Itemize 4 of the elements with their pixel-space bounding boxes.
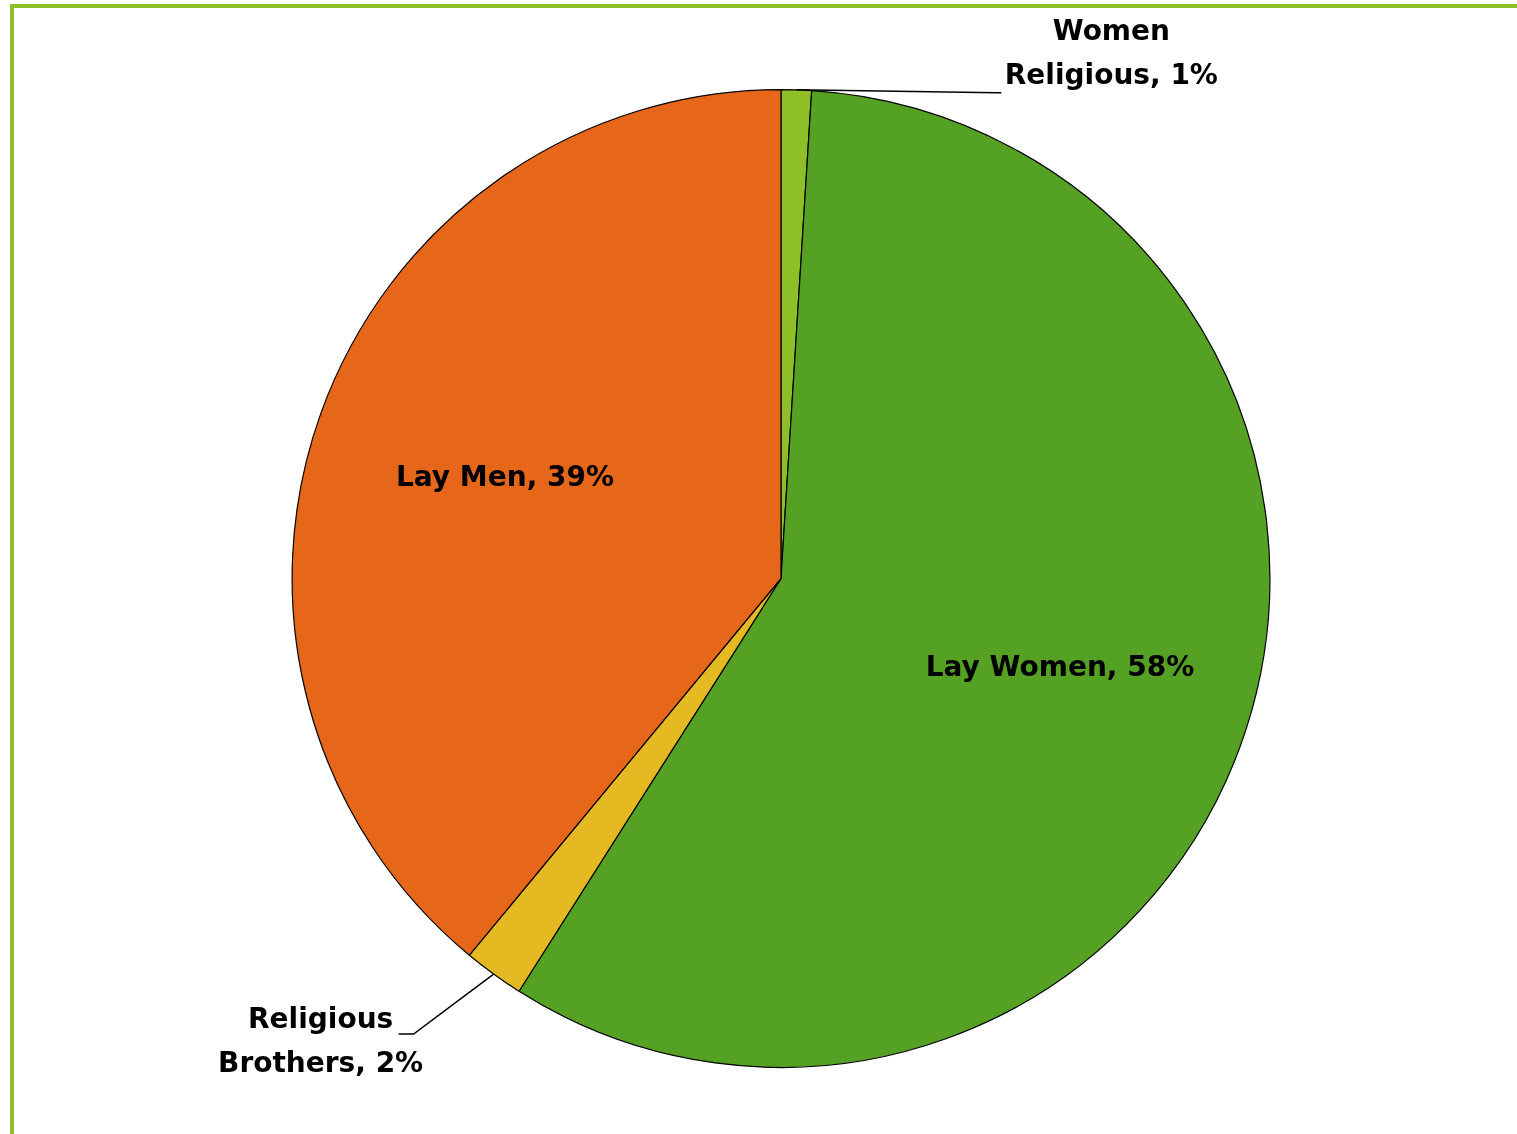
slice-label: Lay Men, 39% <box>395 460 615 494</box>
slice-label: Religious Brothers, 2% <box>218 1002 424 1080</box>
slice-label: Lay Women, 58% <box>925 650 1195 684</box>
slice-label: Women Religious, 1% <box>1004 14 1218 92</box>
